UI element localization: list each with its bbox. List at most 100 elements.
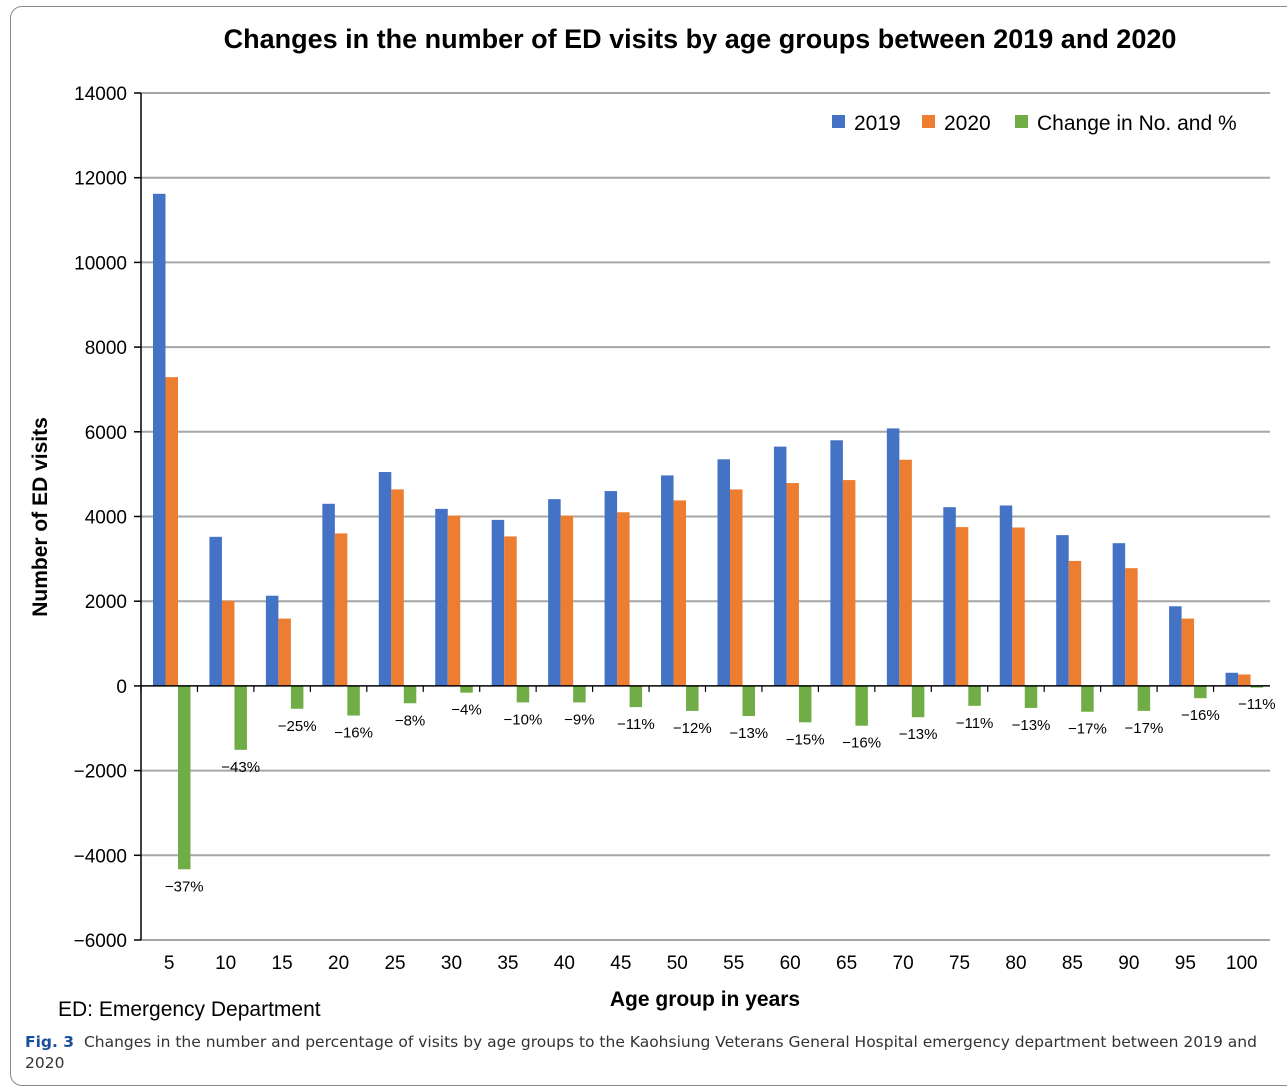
bar-change (1137, 685, 1151, 711)
bar-2019 (943, 507, 956, 686)
bar-change (178, 685, 191, 870)
bar-2020 (560, 515, 574, 686)
percent-label: −16% (334, 725, 373, 742)
y-tick-label: −6000 (74, 931, 127, 952)
percent-label: −11% (617, 716, 655, 733)
bar-chart: Changes in the number of ED visits by ag… (29, 24, 1276, 1021)
bars (153, 193, 1264, 870)
bar-2019 (548, 499, 561, 686)
bar-change (403, 685, 417, 704)
x-tick-label: 5 (164, 953, 175, 974)
percent-label: −10% (504, 711, 543, 728)
y-tick-label: 6000 (85, 423, 127, 444)
x-tick-label: 15 (272, 953, 293, 974)
caption-text: Changes in the number and percentage of … (25, 1033, 1257, 1072)
legend: 2019 2020 Change in No. and % (832, 112, 1237, 135)
legend-label: 2019 (854, 112, 901, 135)
bar-change (290, 685, 304, 709)
bar-2020 (673, 500, 687, 686)
percent-label: −16% (1181, 707, 1220, 724)
bar-2019 (999, 505, 1013, 686)
bar-2020 (165, 377, 178, 686)
bar-2020 (1125, 568, 1138, 686)
bar-2020 (617, 512, 630, 686)
percent-label: −17% (1068, 721, 1107, 738)
percent-label: −13% (899, 726, 938, 743)
figure-frame (10, 6, 1287, 1086)
y-tick-label: 12000 (74, 169, 127, 190)
bar-change (1024, 685, 1038, 708)
x-tick-label: 35 (497, 953, 518, 974)
x-tick-label: 85 (1062, 953, 1083, 974)
x-tick-label: 95 (1175, 953, 1196, 974)
bar-2020 (221, 600, 235, 686)
legend-swatch (1015, 115, 1028, 128)
percent-label: −16% (842, 735, 881, 752)
percent-label: −12% (673, 720, 712, 737)
bar-2020 (447, 515, 461, 686)
bar-2019 (1169, 606, 1182, 686)
percent-label: −13% (1012, 717, 1051, 734)
bar-2019 (1056, 535, 1069, 686)
legend-swatch (832, 115, 845, 128)
x-tick-label: 20 (328, 953, 349, 974)
percent-label: −4% (451, 702, 481, 719)
bar-change (855, 685, 868, 726)
x-tick-label: 40 (554, 953, 575, 974)
figure-caption: Fig. 3 Changes in the number and percent… (25, 1032, 1265, 1074)
x-tick-label: 70 (893, 953, 914, 974)
y-tick-label: 10000 (74, 253, 127, 274)
percent-label: −9% (564, 711, 594, 728)
y-tick-label: 0 (116, 677, 127, 698)
bar-change (1194, 685, 1207, 699)
legend-label: Change in No. and % (1037, 112, 1237, 135)
y-axis-title: Number of ED visits (29, 417, 52, 617)
bar-change (1250, 685, 1264, 688)
bar-2019 (209, 536, 222, 686)
percent-label: −37% (165, 878, 204, 895)
bar-2019 (604, 491, 618, 686)
bar-change (234, 685, 247, 750)
bar-change (573, 685, 586, 703)
bar-change (516, 685, 530, 703)
x-tick-label: 50 (667, 953, 688, 974)
bar-change (742, 685, 755, 716)
percent-label: −11% (956, 715, 994, 732)
bar-2020 (955, 527, 969, 686)
percent-label: −15% (786, 731, 825, 748)
bar-2019 (661, 475, 674, 686)
x-tick-label: 55 (723, 953, 744, 974)
x-tick-label: 65 (836, 953, 857, 974)
bar-2019 (378, 472, 392, 686)
legend-label: 2020 (944, 112, 991, 135)
bar-2019 (435, 508, 448, 686)
bar-2020 (899, 459, 912, 686)
x-tick-label: 100 (1226, 953, 1258, 974)
bar-2019 (265, 595, 279, 686)
chart-title: Changes in the number of ED visits by ag… (224, 24, 1177, 54)
percent-label: −17% (1125, 720, 1164, 737)
legend-swatch (922, 115, 935, 128)
percent-label: −8% (395, 712, 425, 729)
bar-2019 (491, 519, 505, 686)
x-tick-label: 30 (441, 953, 462, 974)
bar-2019 (1225, 672, 1239, 686)
bar-2020 (1238, 674, 1251, 686)
axes (134, 92, 1270, 941)
footnote: ED: Emergency Department (58, 998, 321, 1021)
labels: 14000 12000 10000 8000 6000 4000 2000 0 −2000 −40… (74, 84, 1276, 974)
bar-2020 (1181, 618, 1195, 686)
x-tick-label: 90 (1118, 953, 1139, 974)
bar-2020 (278, 618, 291, 686)
bar-change (1081, 685, 1094, 712)
bar-change (460, 685, 473, 693)
percent-label: −43% (221, 759, 260, 776)
percent-label: −13% (729, 725, 768, 742)
bar-change (686, 685, 699, 711)
bar-2019 (717, 459, 730, 686)
percent-label: −11% (1238, 696, 1276, 713)
y-tick-label: 4000 (85, 508, 127, 529)
bar-2019 (1112, 543, 1126, 686)
x-axis-title: Age group in years (610, 988, 800, 1011)
bar-2019 (773, 446, 787, 686)
